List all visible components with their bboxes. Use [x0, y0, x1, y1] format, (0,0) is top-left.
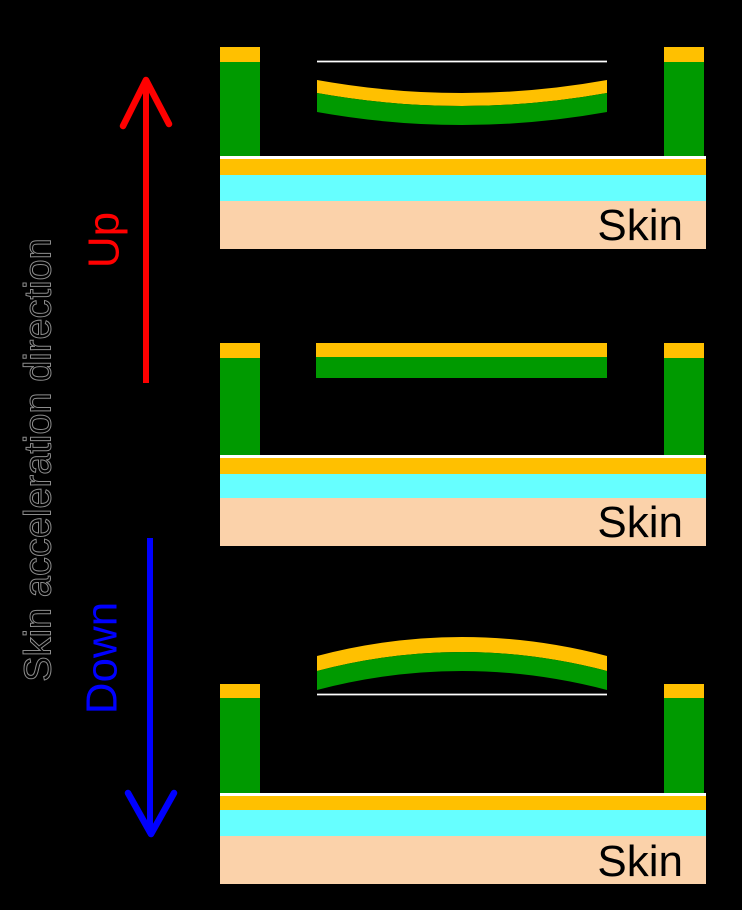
up-arrowhead-icon [119, 76, 173, 130]
device-diagram-accel-up: Skin [220, 47, 706, 250]
skin-layer [220, 498, 706, 546]
down-arrow-label: Down [77, 602, 126, 715]
left-anchor-post [220, 358, 260, 455]
substrate-cyan-layer [220, 474, 706, 498]
substrate-cyan-layer [220, 175, 706, 201]
up-arrow-label: Up [79, 212, 128, 268]
down-arrowhead-icon [124, 789, 178, 838]
device-diagram-neutral: Skin [220, 343, 706, 547]
substrate-gold-layer [220, 796, 706, 810]
left-anchor-post [220, 62, 260, 156]
substrate-gold-layer [220, 159, 706, 175]
skin-label: Skin [597, 837, 683, 886]
vertical-axis-title: Skin acceleration direction [17, 238, 59, 682]
left-anchor-cap [220, 47, 260, 62]
left-anchor-cap [220, 343, 260, 358]
beam-green-layer [316, 357, 607, 378]
substrate-cyan-layer [220, 810, 706, 836]
substrate-white-line [220, 455, 706, 458]
left-anchor-cap [220, 684, 260, 698]
right-anchor-post [664, 698, 704, 793]
right-anchor-cap [664, 684, 704, 698]
skin-layer [220, 836, 706, 884]
skin-layer [220, 201, 706, 249]
device-diagram-accel-down: Skin [220, 637, 706, 886]
right-anchor-cap [664, 343, 704, 358]
skin-label: Skin [597, 201, 683, 250]
down-arrow [124, 538, 178, 838]
right-anchor-post [664, 358, 704, 455]
beam-gold-layer [316, 343, 607, 357]
substrate-gold-layer [220, 458, 706, 474]
beam-green-layer [317, 93, 607, 125]
beam-gold-layer [317, 637, 607, 671]
skin-label: Skin [597, 498, 683, 547]
right-anchor-post [664, 62, 704, 156]
substrate-white-line [220, 793, 706, 796]
left-anchor-post [220, 698, 260, 793]
beam-green-layer [317, 652, 607, 690]
substrate-white-line [220, 156, 706, 159]
right-anchor-cap [664, 47, 704, 62]
beam-gold-layer [317, 80, 607, 106]
up-arrow [119, 76, 173, 383]
